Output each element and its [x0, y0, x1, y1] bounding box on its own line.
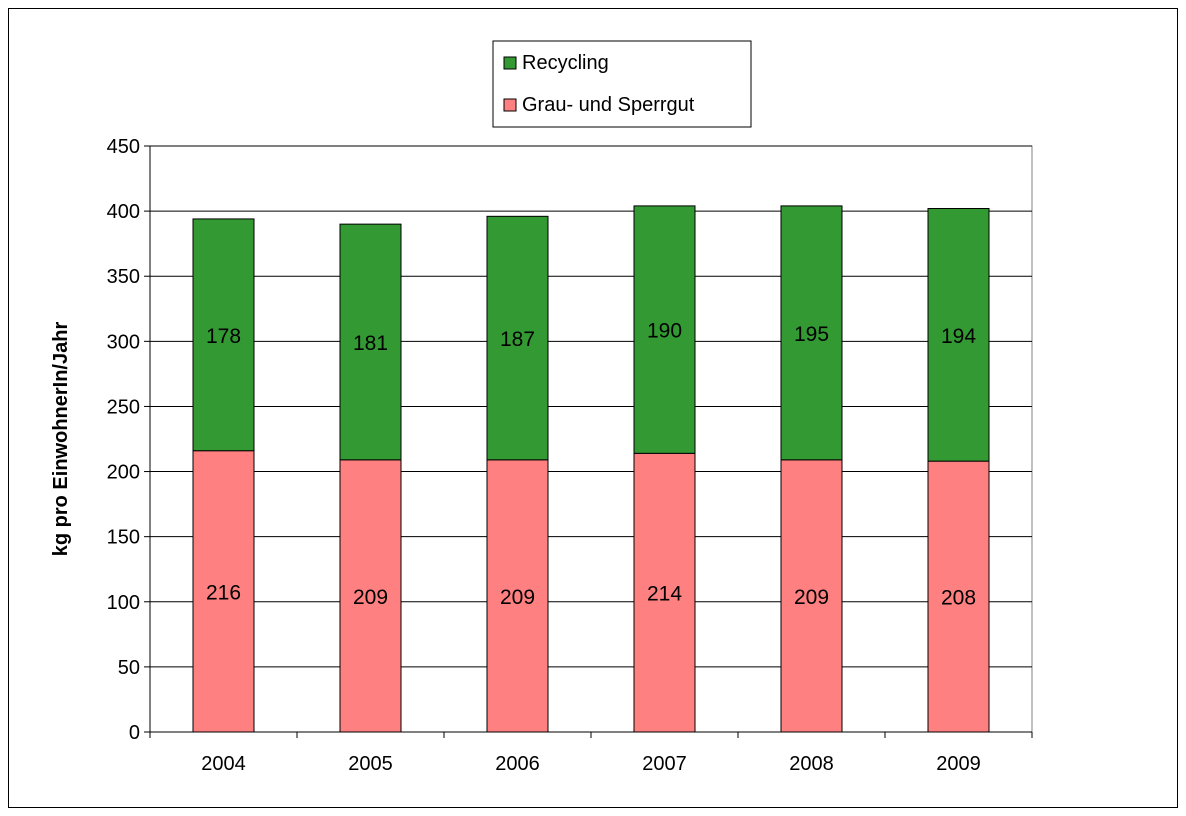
y-tick-label: 300: [107, 331, 140, 353]
y-tick-label: 250: [107, 396, 140, 418]
bar-recycling-2008: [780, 205, 843, 461]
data-label-grau-und-sperrgut-2006: 209: [500, 586, 535, 609]
data-label-recycling-2004: 178: [206, 325, 241, 348]
plot-area: [149, 145, 1033, 733]
x-tick-label-2009: 2009: [936, 753, 981, 775]
data-label-grau-und-sperrgut-2009: 208: [941, 587, 976, 610]
y-tick-label: 50: [118, 657, 140, 679]
bar-recycling-2009: [927, 208, 990, 462]
y-tick-label: 400: [107, 201, 140, 223]
legend: Recycling Grau- und Sperrgut: [492, 40, 752, 128]
data-label-recycling-2006: 187: [500, 328, 535, 351]
bars: [192, 205, 990, 733]
chart-area: 216 178 209 181 209 187 214 190 209 195 208 194 0 50…: [8, 8, 1178, 808]
y-tick-label: 0: [129, 722, 140, 744]
legend-swatch-recycling: [503, 56, 517, 70]
gridlines: [150, 145, 1032, 668]
x-tick-label-2004: 2004: [201, 753, 246, 775]
data-label-grau-und-sperrgut-2008: 209: [794, 586, 829, 609]
data-labels: 216 178 209 181 209 187 214 190 209 195 208 194: [206, 320, 976, 610]
legend-box: [492, 40, 752, 128]
y-tick-label: 200: [107, 462, 140, 484]
data-label-recycling-2009: 194: [941, 325, 976, 348]
x-tick-label-2006: 2006: [495, 753, 540, 775]
x-tick-label-2008: 2008: [789, 753, 834, 775]
data-label-recycling-2007: 190: [647, 320, 682, 343]
y-tick-label: 150: [107, 527, 140, 549]
bar-recycling-2006: [486, 215, 549, 461]
axes: 0 50 100 150 200 250 300 350 400 450 2004 2005 2006 2…: [107, 136, 1033, 775]
bar-recycling-2004: [192, 218, 255, 452]
legend-label-recycling: Recycling: [522, 52, 609, 74]
x-tick-label-2007: 2007: [642, 753, 687, 775]
y-tick-label: 450: [107, 136, 140, 158]
data-label-grau-und-sperrgut-2007: 214: [647, 583, 682, 606]
bar-grau-und-sperrgut-2004: [192, 450, 255, 733]
data-label-grau-und-sperrgut-2005: 209: [353, 586, 388, 609]
legend-swatch-grau-und-sperrgut: [503, 98, 517, 112]
y-tick-label: 350: [107, 266, 140, 288]
bar-recycling-2007: [633, 205, 696, 454]
bar-grau-und-sperrgut-2008: [780, 459, 843, 733]
y-axis-title: kg pro EinwohnerIn/Jahr: [50, 322, 72, 557]
data-label-grau-und-sperrgut-2004: 216: [206, 581, 241, 604]
data-label-recycling-2005: 181: [353, 332, 388, 355]
data-label-recycling-2008: 195: [794, 323, 829, 346]
x-tick-label-2005: 2005: [348, 753, 393, 775]
bar-recycling-2005: [339, 223, 402, 461]
legend-label-grau-und-sperrgut: Grau- und Sperrgut: [522, 94, 695, 116]
stacked-bar-chart: 216 178 209 181 209 187 214 190 209 195 208 194 0 50…: [50, 40, 1033, 775]
y-tick-label: 100: [107, 592, 140, 614]
